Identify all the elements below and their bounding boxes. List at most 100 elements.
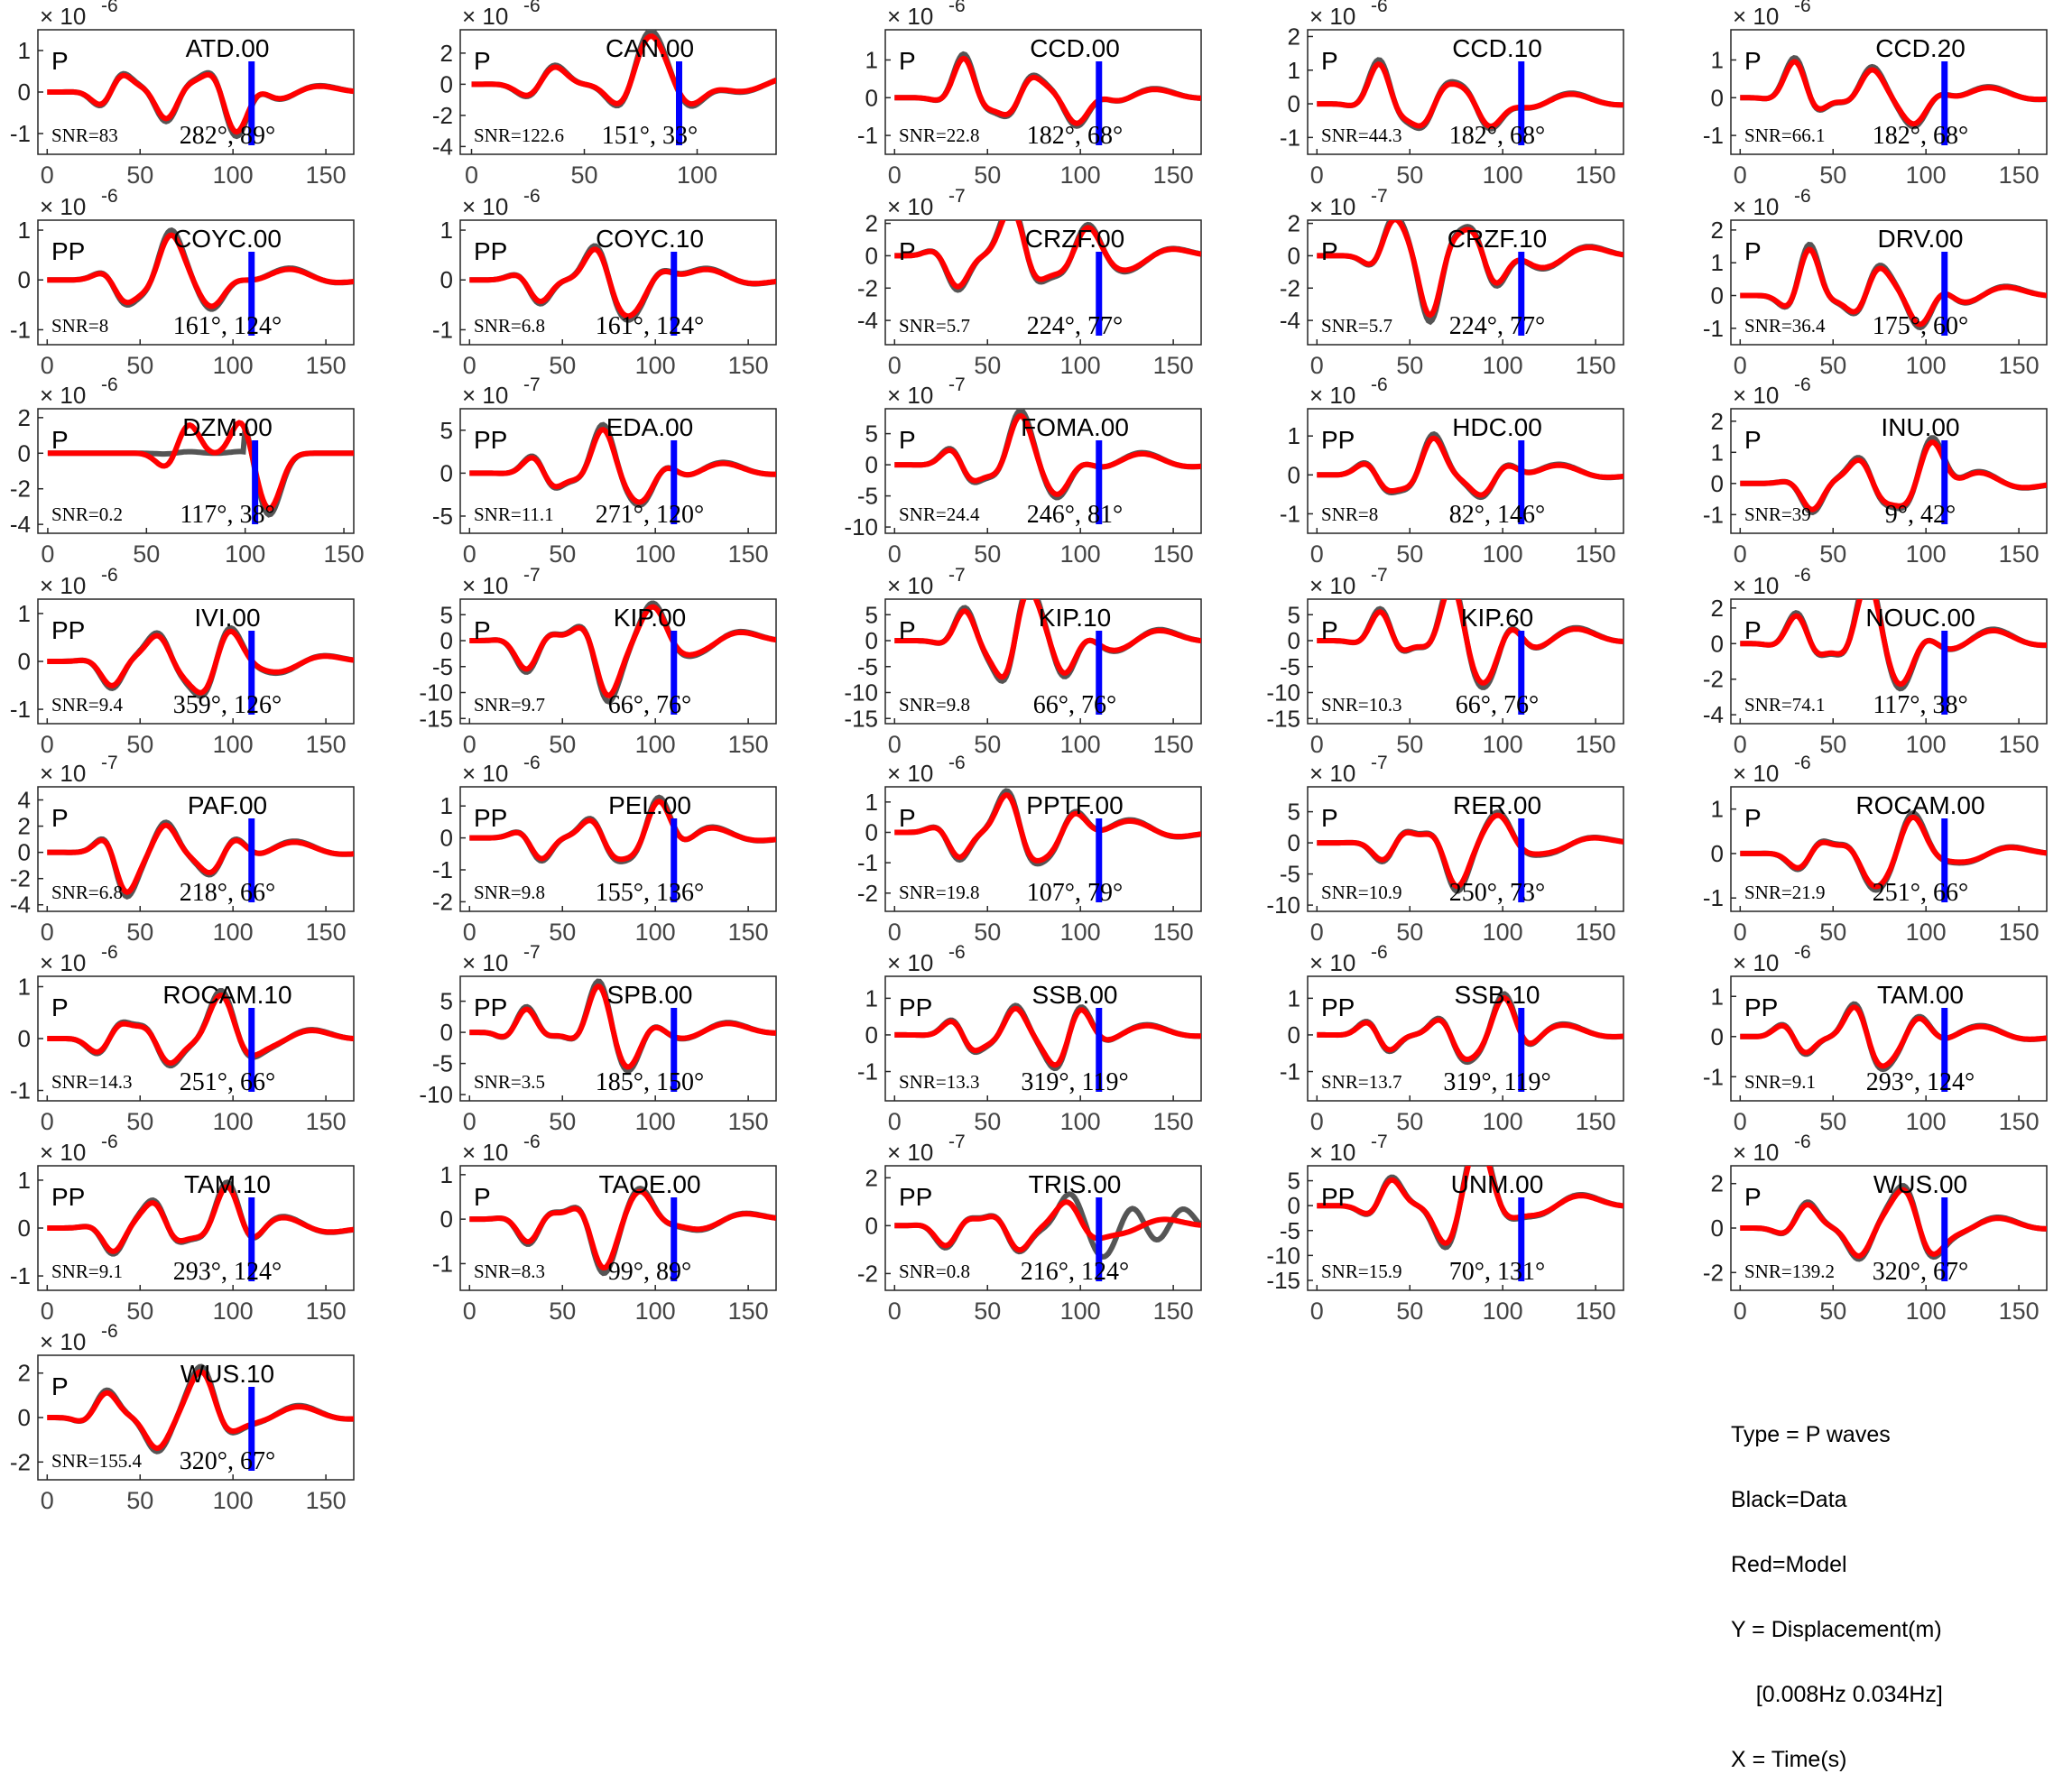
station-label: SSB.10 <box>1455 981 1540 1009</box>
phase-label: PP <box>474 237 507 265</box>
phase-label: P <box>899 237 916 265</box>
snr-label: SNR=44.3 <box>1321 125 1401 146</box>
y-tick-label: -2 <box>432 102 453 129</box>
model-trace <box>1740 1187 2047 1260</box>
x-tick-label: 50 <box>549 731 576 758</box>
axes-frame <box>37 408 355 534</box>
y-tick-label: 0 <box>440 825 453 852</box>
x-tick-label: 0 <box>888 919 902 946</box>
model-trace <box>894 220 1201 290</box>
y-exponent-power: -7 <box>1371 186 1388 207</box>
y-tick-label: -5 <box>857 653 878 680</box>
azimuth-distance-label: 251°, 66° <box>180 1068 275 1096</box>
panel-CRZF.10: 0 50 100 150 -4 -2 0 2 × 10 -7 CRZF.10 P SNR=5.7 224°… <box>1280 186 1624 379</box>
axes-frame <box>459 598 777 725</box>
axes-frame <box>37 786 355 912</box>
phase-label: PP <box>1744 993 1778 1021</box>
y-exponent-power: -6 <box>1794 0 1811 16</box>
panel-CCD.20: 0 50 100 150 -1 0 1 × 10 -6 CCD.20 P SNR=66.1 182°, … <box>1703 0 2048 189</box>
y-tick-label: 2 <box>1711 595 1724 622</box>
phase-label: P <box>1744 237 1762 265</box>
x-tick-label: 100 <box>635 731 676 758</box>
x-tick-label: 100 <box>1906 352 1947 379</box>
x-tick-label: 100 <box>1906 731 1947 758</box>
snr-label: SNR=83 <box>51 125 118 146</box>
panel-FOMA.00: 0 50 100 150 -10 -5 0 5 × 10 -7 FOMA.00 P SNR=24.4 24… <box>844 374 1202 568</box>
axes-frame <box>884 786 1202 912</box>
x-tick-label: 0 <box>1734 1298 1747 1325</box>
phase-label: P <box>51 1372 69 1400</box>
y-exponent-power: -6 <box>1371 0 1388 16</box>
x-tick-label: 150 <box>1576 352 1616 379</box>
x-tick-label: 50 <box>974 540 1001 568</box>
x-tick-label: 100 <box>1483 352 1523 379</box>
x-tick-label: 50 <box>126 352 153 379</box>
phase-label: P <box>1321 616 1338 644</box>
y-tick-label: -5 <box>432 653 453 680</box>
y-tick-label: -15 <box>844 705 878 732</box>
y-exponent-power: -6 <box>101 186 118 207</box>
phase-label: PP <box>899 993 932 1021</box>
y-tick-label: -1 <box>432 1250 453 1277</box>
station-label: WUS.00 <box>1873 1170 1967 1198</box>
y-tick-label: -1 <box>1280 124 1300 151</box>
panel-DRV.00: 0 50 100 150 -1 0 1 2 × 10 -6 DRV.00 P SNR=36.4 175°,… <box>1703 186 2048 379</box>
x-tick-label: 100 <box>213 1298 254 1325</box>
azimuth-distance-label: 182°, 68° <box>1873 122 1968 150</box>
y-tick-label: 0 <box>18 1215 31 1242</box>
y-exponent-power: -7 <box>948 374 966 395</box>
panel-CCD.10: 0 50 100 150 -1 0 1 2 × 10 -6 CCD.10 P SNR=44.3 182°,… <box>1280 0 1624 189</box>
y-tick-label: -1 <box>432 316 453 343</box>
y-exponent: × 10 <box>887 382 933 409</box>
panel-SPB.00: 0 50 100 150 -10 -5 0 5 × 10 -7 SPB.00 PP SNR=3.5 185… <box>419 942 777 1135</box>
y-tick-label: 1 <box>1288 57 1300 84</box>
x-tick-label: 150 <box>1999 162 2040 189</box>
snr-label: SNR=8.3 <box>474 1261 545 1282</box>
phase-label: P <box>1744 47 1762 75</box>
phase-label: P <box>51 47 69 75</box>
y-tick-label: 1 <box>865 789 878 816</box>
x-tick-label: 100 <box>213 919 254 946</box>
x-tick-label: 50 <box>570 162 597 189</box>
station-label: COYC.10 <box>596 225 704 253</box>
x-tick-label: 50 <box>549 540 576 568</box>
model-trace <box>469 799 776 863</box>
x-tick-label: 0 <box>1310 1108 1324 1135</box>
y-exponent: × 10 <box>462 193 508 220</box>
snr-label: SNR=6.8 <box>51 882 123 903</box>
y-tick-label: -10 <box>419 679 453 707</box>
y-exponent: × 10 <box>1309 1139 1355 1166</box>
model-trace <box>469 604 776 699</box>
x-tick-label: 100 <box>635 1108 676 1135</box>
axes-frame <box>1730 408 2048 534</box>
phase-label: P <box>899 804 916 832</box>
azimuth-distance-label: 319°, 119° <box>1443 1068 1550 1096</box>
station-label: EDA.00 <box>606 413 694 441</box>
x-tick-label: 0 <box>41 162 54 189</box>
y-exponent-power: -7 <box>948 1132 966 1152</box>
model-trace <box>47 1369 354 1452</box>
y-exponent-power: -6 <box>523 0 541 16</box>
y-tick-label: -1 <box>1703 501 1724 528</box>
axes-frame <box>884 1165 1202 1291</box>
x-tick-label: 150 <box>306 731 347 758</box>
x-tick-label: 150 <box>1576 1298 1616 1325</box>
x-tick-label: 0 <box>1310 352 1324 379</box>
axes-frame <box>1730 786 2048 912</box>
x-tick-label: 150 <box>1576 919 1616 946</box>
axes-frame <box>1730 598 2048 725</box>
snr-label: SNR=6.8 <box>474 315 545 337</box>
x-tick-label: 150 <box>306 1108 347 1135</box>
x-tick-label: 150 <box>1153 1298 1194 1325</box>
x-tick-label: 0 <box>1310 919 1324 946</box>
y-tick-label: 2 <box>865 210 878 237</box>
y-exponent-power: -6 <box>1794 374 1811 395</box>
model-trace <box>469 426 776 505</box>
x-tick-label: 50 <box>1396 352 1423 379</box>
model-trace <box>894 412 1201 497</box>
x-tick-label: 50 <box>1819 540 1846 568</box>
station-label: WUS.10 <box>180 1360 274 1388</box>
panel-TAM.00: 0 50 100 150 -1 0 1 × 10 -6 TAM.00 PP SNR=9.1 293°, … <box>1703 942 2048 1135</box>
x-tick-label: 50 <box>133 540 160 568</box>
y-tick-label: 0 <box>1288 1192 1300 1219</box>
